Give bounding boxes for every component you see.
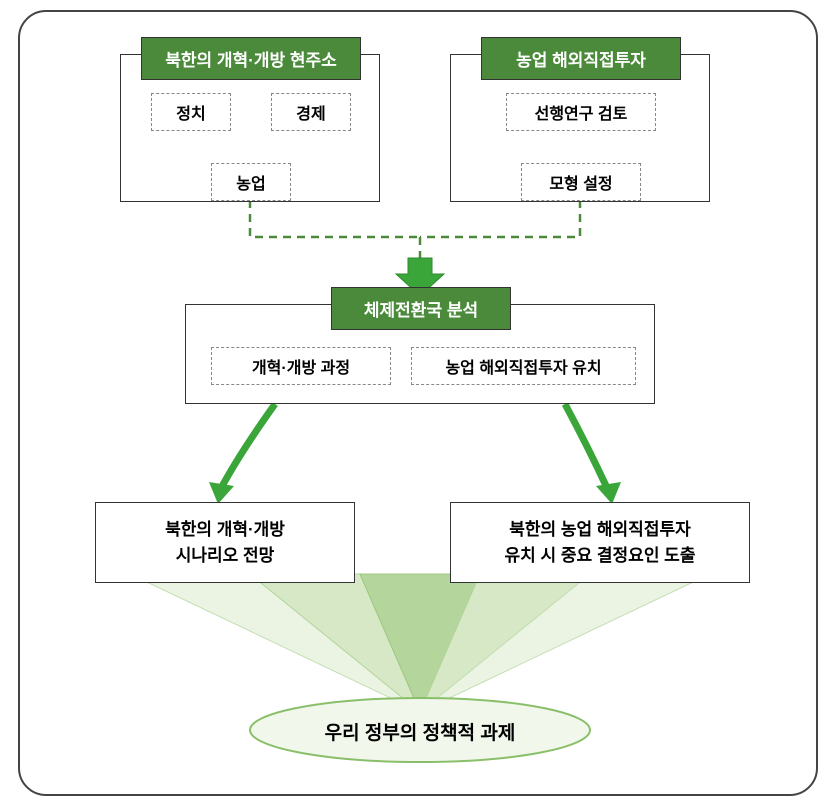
- result-scenario-line1: 북한의 개혁·개방: [165, 520, 285, 539]
- fan-shape: [130, 574, 710, 712]
- box-reform-process: 개혁·개방 과정: [211, 347, 391, 385]
- curve-arrow-left: [220, 404, 275, 490]
- result-scenario: 북한의 개혁·개방 시나리오 전망: [95, 502, 355, 583]
- box-economy: 경제: [271, 93, 351, 131]
- result-det-line2: 유치 시 중요 결정요인 도출: [505, 546, 696, 565]
- card-nk-reform-status: 북한의 개혁·개방 현주소 정치 경제 농업: [120, 54, 380, 202]
- header-agri-fdi: 농업 해외직접투자: [481, 37, 681, 80]
- box-politics: 정치: [151, 93, 231, 131]
- box-agriculture: 농업: [211, 163, 291, 201]
- curve-arrow-right: [565, 404, 608, 490]
- header-transition: 체제전환국 분석: [331, 287, 511, 330]
- box-review: 선행연구 검토: [506, 93, 656, 131]
- card-transition-analysis: 체제전환국 분석 개혁·개방 과정 농업 해외직접투자 유치: [185, 304, 655, 404]
- policy-task-label: 우리 정부의 정책적 과제: [270, 718, 570, 745]
- result-determinants: 북한의 농업 해외직접투자 유치 시 중요 결정요인 도출: [450, 502, 750, 583]
- result-scenario-line2: 시나리오 전망: [176, 546, 275, 565]
- diagram-container: 북한의 개혁·개방 현주소 정치 경제 농업 농업 해외직접투자 선행연구 검토…: [18, 10, 818, 796]
- result-det-line1: 북한의 농업 해외직접투자: [509, 520, 691, 539]
- dashed-connector-left: [250, 200, 420, 237]
- header-nk-reform: 북한의 개혁·개방 현주소: [141, 37, 361, 80]
- dashed-connector-right: [420, 200, 580, 237]
- card-agri-fdi: 농업 해외직접투자 선행연구 검토 모형 설정: [450, 54, 710, 202]
- box-model: 모형 설정: [521, 163, 641, 201]
- box-fdi-attract: 농업 해외직접투자 유치: [411, 347, 636, 385]
